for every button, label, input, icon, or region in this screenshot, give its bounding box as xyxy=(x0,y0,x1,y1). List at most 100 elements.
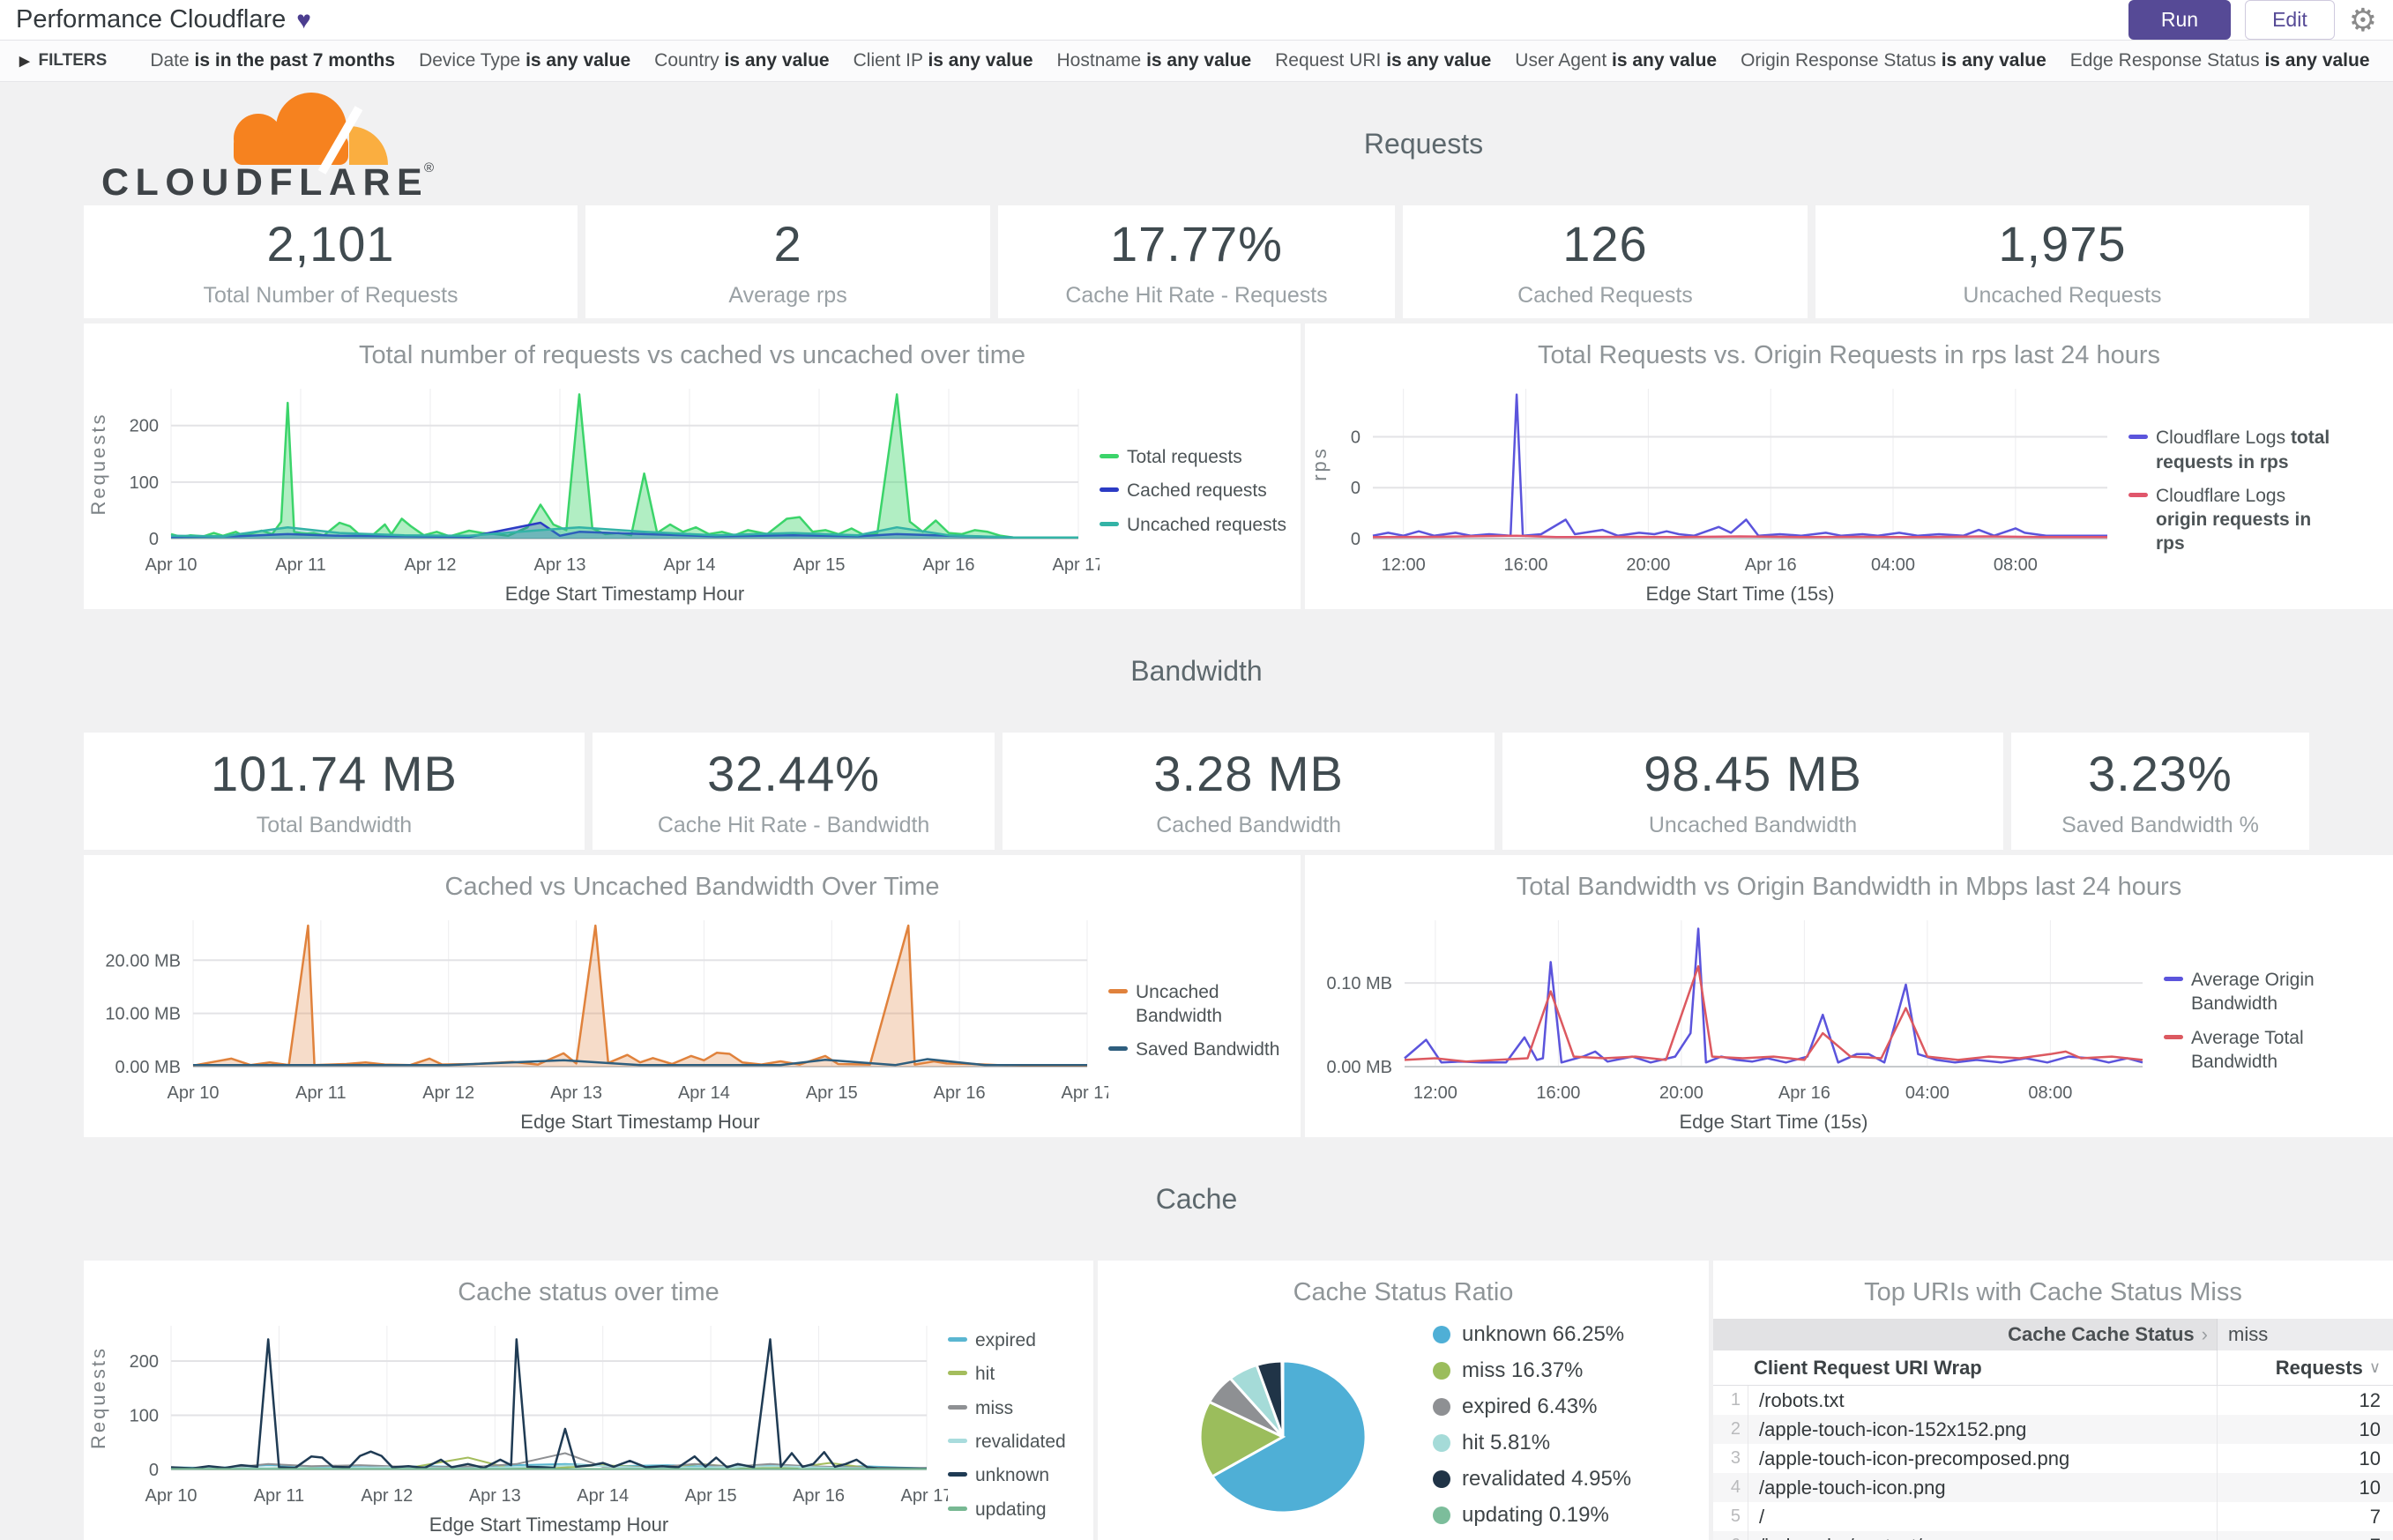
svg-text:Apr 12: Apr 12 xyxy=(422,1083,474,1103)
filter-origin-response-status[interactable]: Origin Response Status is any value xyxy=(1741,50,2046,71)
row-uri[interactable]: /index.php/contact/ xyxy=(1748,1531,2217,1540)
table-row[interactable]: 4/apple-touch-icon.png 10 xyxy=(1713,1473,2393,1502)
svg-text:Apr 10: Apr 10 xyxy=(145,555,198,575)
top-actions: Run Edit ⚙ xyxy=(2128,0,2377,40)
requests-charts-row: Total number of requests vs cached vs un… xyxy=(84,324,2393,609)
filter-hostname[interactable]: Hostname is any value xyxy=(1056,50,1252,71)
settings-gear-icon[interactable]: ⚙ xyxy=(2348,1,2377,38)
section-title-cache: Cache xyxy=(1155,1182,1238,1215)
legend-swatch xyxy=(1108,988,1128,993)
svg-text:Edge Start Time (15s): Edge Start Time (15s) xyxy=(1646,583,1835,605)
svg-text:Apr 11: Apr 11 xyxy=(275,555,325,575)
legend-dot xyxy=(1433,1398,1450,1416)
edit-button[interactable]: Edit xyxy=(2245,0,2335,40)
svg-text:Apr 10: Apr 10 xyxy=(168,1083,220,1103)
legend-item-saved-bandwidth[interactable]: Saved Bandwidth xyxy=(1108,1038,1301,1061)
filter-date[interactable]: Date is in the past 7 months xyxy=(150,50,396,71)
legend-item-cloudflare-logs-total-requests-in-rps[interactable]: Cloudflare Logs total requests in rps xyxy=(2128,426,2340,474)
row-requests[interactable]: 7 xyxy=(2217,1502,2393,1531)
filters-toggle[interactable]: ▶ FILTERS xyxy=(19,51,107,71)
row-uri[interactable]: /apple-touch-icon-precomposed.png xyxy=(1759,1447,2070,1469)
svg-text:Apr 15: Apr 15 xyxy=(794,555,846,575)
legend-item-expired[interactable]: expired xyxy=(948,1328,1093,1352)
svg-text:0: 0 xyxy=(149,1461,159,1480)
legend-item-hit[interactable]: hit xyxy=(948,1362,1093,1386)
filter-edge-response-status[interactable]: Edge Response Status is any value xyxy=(2069,50,2370,71)
row-requests[interactable]: 12 xyxy=(2217,1386,2393,1415)
requests-over-time-chart[interactable]: 0 100 200 Apr 10 Apr 11 Apr 12 Apr 13 Apr 14 Apr… xyxy=(84,373,1104,609)
pie-legend-revalidated[interactable]: revalidated 4.95% xyxy=(1433,1467,1631,1492)
svg-text:12:00: 12:00 xyxy=(1413,1083,1457,1103)
kpi-average-rps: 2 Average rps xyxy=(585,205,991,318)
sort-desc-icon: ∨ xyxy=(2368,1358,2381,1376)
table-row[interactable]: 6/index.php/contact/7 xyxy=(1713,1531,2393,1540)
table-row[interactable]: 2/apple-touch-icon-152x152.png 10 xyxy=(1713,1415,2393,1444)
legend-item-unknown[interactable]: unknown xyxy=(948,1463,1093,1487)
pie-legend-updating[interactable]: updating 0.19% xyxy=(1433,1503,1631,1528)
legend-item-uncached-requests[interactable]: Uncached requests xyxy=(1100,513,1301,537)
row-requests[interactable]: 10 xyxy=(2217,1444,2393,1473)
kpi-cache-hit-rate-requests: 17.77% Cache Hit Rate - Requests xyxy=(998,205,1395,318)
row-uri[interactable]: /apple-touch-icon-152x152.png xyxy=(1759,1417,2027,1440)
cache-status-over-time-card: Cache status over time 0 100 200 Apr 10 Apr … xyxy=(84,1261,1093,1540)
svg-text:0.10 MB: 0.10 MB xyxy=(1327,974,1392,993)
col-header-uri[interactable]: Client Request URI Wrap xyxy=(1754,1356,1982,1379)
legend-dot xyxy=(1433,1507,1450,1524)
filter-country[interactable]: Country is any value xyxy=(654,50,830,71)
svg-text:200: 200 xyxy=(130,417,159,436)
requests-kpi-row: 2,101 Total Number of Requests 2 Average… xyxy=(84,205,2309,318)
legend-item-updating[interactable]: updating xyxy=(948,1498,1093,1521)
table-row[interactable]: 1/robots.txt 12 xyxy=(1713,1386,2393,1415)
kpi-cache-hit-rate-bandwidth: 32.44% Cache Hit Rate - Bandwidth xyxy=(592,733,995,850)
filter-client-ip[interactable]: Client IP is any value xyxy=(853,50,1033,71)
filter-user-agent[interactable]: User Agent is any value xyxy=(1515,50,1718,71)
bandwidth-over-time-card: Cached vs Uncached Bandwidth Over Time 0… xyxy=(84,855,1301,1137)
chart-title: Cache status over time xyxy=(458,1278,719,1306)
svg-text:Apr 16: Apr 16 xyxy=(934,1083,986,1103)
kpi-cached-requests: 126 Cached Requests xyxy=(1402,205,1808,318)
pie-legend-miss[interactable]: miss 16.37% xyxy=(1433,1358,1631,1383)
svg-text:0.00 MB: 0.00 MB xyxy=(116,1058,181,1077)
svg-text:Apr 14: Apr 14 xyxy=(678,1083,730,1103)
legend-item-cached-requests[interactable]: Cached requests xyxy=(1100,479,1301,502)
table-row[interactable]: 3/apple-touch-icon-precomposed.png 10 xyxy=(1713,1444,2393,1473)
top-uris-table: Cache Cache Status › miss Client Request… xyxy=(1713,1319,2393,1540)
legend-item-average-total-bandwidth[interactable]: Average Total Bandwidth xyxy=(2164,1026,2358,1075)
run-button[interactable]: Run xyxy=(2128,0,2232,40)
svg-text:Apr 15: Apr 15 xyxy=(685,1486,737,1506)
col-header-requests[interactable]: Requests ∨ xyxy=(2217,1350,2393,1385)
svg-text:Edge Start Timestamp Hour: Edge Start Timestamp Hour xyxy=(520,1111,759,1133)
cache-status-over-time-chart[interactable]: 0 100 200 Apr 10 Apr 11 Apr 12 Apr 13 Apr 14 Apr… xyxy=(84,1310,952,1540)
pie-legend-hit[interactable]: hit 5.81% xyxy=(1433,1431,1631,1455)
filter-request-uri[interactable]: Request URI is any value xyxy=(1275,50,1492,71)
table-row[interactable]: 5 / 7 xyxy=(1713,1502,2393,1531)
svg-text:Apr 11: Apr 11 xyxy=(254,1486,304,1506)
legend-item-cloudflare-logs-origin-requests-in-rps[interactable]: Cloudflare Logs origin requests in rps xyxy=(2128,484,2340,556)
bandwidth-over-time-chart[interactable]: 0.00 MB 10.00 MB 20.00 MB Apr 10 Apr 11 Apr 1… xyxy=(84,904,1113,1137)
legend-item-revalidated[interactable]: revalidated xyxy=(948,1430,1093,1454)
pie-legend-expired[interactable]: expired 6.43% xyxy=(1433,1395,1631,1419)
chart-title: Total Requests vs. Origin Requests in rp… xyxy=(1538,341,2160,369)
chart-legend: Average Origin Bandwidth Average Total Ba… xyxy=(2164,904,2393,1137)
row-uri[interactable]: /robots.txt xyxy=(1759,1388,1845,1411)
row-requests[interactable]: 10 xyxy=(2217,1473,2393,1502)
rps-24h-chart[interactable]: 0 0 0 12:00 16:00 20:00 Apr 16 04:00 08:00 Edge S… xyxy=(1305,373,2128,609)
bandwidth-24h-chart[interactable]: 0.00 MB 0.10 MB 12:00 16:00 20:00 Apr 16 04:00… xyxy=(1305,904,2164,1137)
filter-device-type[interactable]: Device Type is any value xyxy=(419,50,631,71)
row-requests[interactable]: 10 xyxy=(2217,1415,2393,1444)
table-filter-field[interactable]: Cache Cache Status › xyxy=(2008,1323,2208,1345)
row-uri[interactable]: /apple-touch-icon.png xyxy=(1759,1476,1946,1499)
cache-status-ratio-pie[interactable] xyxy=(1098,1303,1433,1540)
legend-item-miss[interactable]: miss xyxy=(948,1396,1093,1420)
table-filter-value[interactable]: miss xyxy=(2217,1319,2393,1350)
registered-mark: ® xyxy=(424,160,434,175)
legend-item-average-origin-bandwidth[interactable]: Average Origin Bandwidth xyxy=(2164,968,2358,1016)
pie-legend-unknown[interactable]: unknown 66.25% xyxy=(1433,1322,1631,1347)
legend-item-uncached-bandwidth[interactable]: Uncached Bandwidth xyxy=(1108,980,1301,1029)
row-uri[interactable]: / xyxy=(1759,1505,1765,1528)
table-filter-band: Cache Cache Status › miss xyxy=(1713,1319,2393,1350)
legend-item-total-requests[interactable]: Total requests xyxy=(1100,445,1301,469)
legend-swatch xyxy=(2128,435,2148,440)
svg-text:Apr 12: Apr 12 xyxy=(405,555,457,575)
row-requests[interactable]: 7 xyxy=(2217,1531,2393,1540)
